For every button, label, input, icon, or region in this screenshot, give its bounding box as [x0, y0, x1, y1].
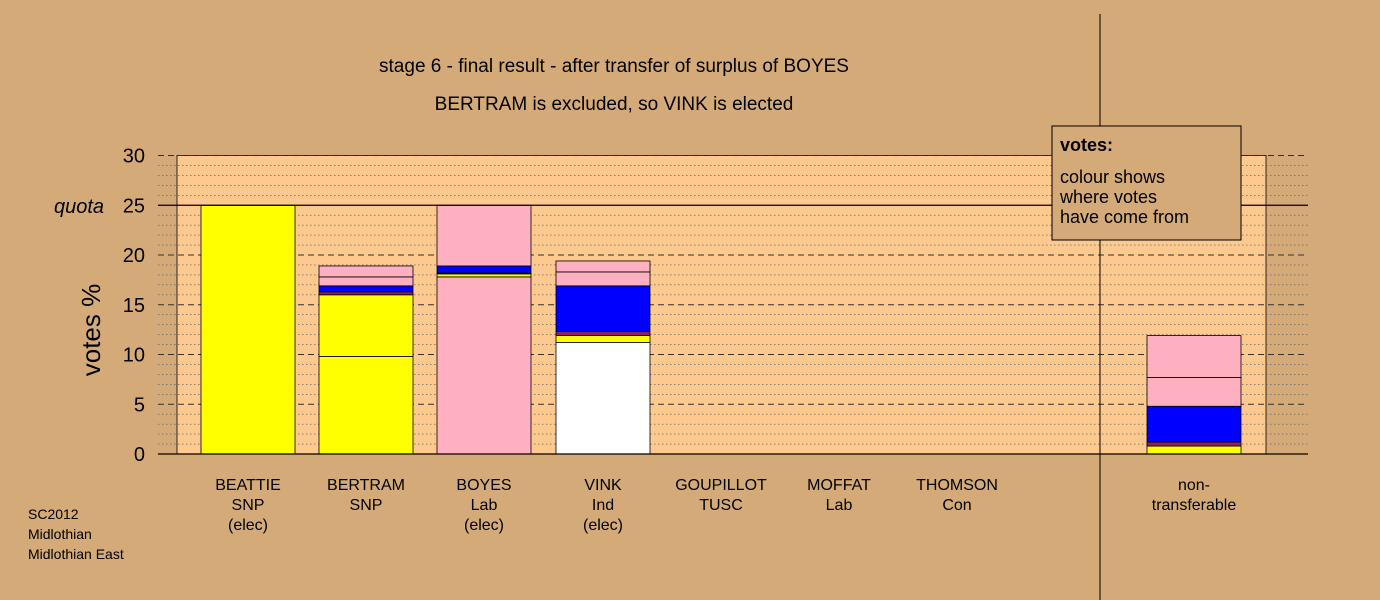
chart-title: stage 6 - final result - after transfer …	[379, 56, 849, 77]
bar-segment	[436, 273, 532, 278]
x-tick-label: (elec)	[228, 517, 268, 534]
x-axis-labels: BEATTIE SNP (elec) BERTRAM SNP BOYES Lab (elec)…	[215, 477, 1236, 534]
x-tick-label: non-	[1178, 477, 1210, 494]
bar-segment	[436, 276, 532, 455]
bar-segment	[555, 271, 651, 287]
bar-segment	[1146, 405, 1242, 443]
x-tick-label: Con	[942, 497, 971, 514]
y-tick-label: 0	[134, 444, 145, 466]
x-tick-label: BOYES	[456, 477, 511, 494]
bar-segment	[555, 331, 651, 336]
bar-segment	[318, 356, 414, 455]
y-tick-label: 30	[123, 146, 145, 168]
bar-segment	[1146, 335, 1242, 378]
x-tick-label: GOUPILLOT	[675, 477, 767, 494]
legend-line-3: have come from	[1060, 207, 1189, 227]
legend-background	[1051, 125, 1242, 241]
footer-line-2: Midlothian	[28, 526, 92, 542]
x-tick-label: (elec)	[464, 517, 504, 534]
legend-box: votes: colour shows where votes have com…	[1051, 125, 1242, 241]
x-tick-label: MOFFAT	[807, 477, 871, 494]
bar-segment	[436, 265, 532, 274]
footer-line-1: SC2012	[28, 506, 79, 522]
x-tick-label: BERTRAM	[327, 477, 405, 494]
bar-segment	[318, 276, 414, 287]
x-tick-label: SNP	[232, 497, 265, 514]
x-tick-label: THOMSON	[916, 477, 998, 494]
x-tick-label: BEATTIE	[215, 477, 281, 494]
x-tick-label: transferable	[1152, 497, 1237, 514]
legend-line-1: colour shows	[1060, 167, 1165, 187]
x-tick-label: Ind	[592, 497, 614, 514]
x-tick-label: Lab	[471, 497, 498, 514]
y-tick-label: 20	[123, 245, 145, 267]
bar-segment	[318, 291, 414, 296]
x-tick-label: Lab	[826, 497, 853, 514]
y-tick-label: 10	[123, 345, 145, 367]
bar-segment	[436, 204, 532, 267]
bar-segment	[318, 285, 414, 293]
bar-segment	[555, 260, 651, 273]
y-tick-label: 5	[134, 394, 145, 416]
bar-segment	[318, 294, 414, 357]
bar-segment	[200, 204, 296, 455]
legend-line-2: where votes	[1059, 187, 1157, 207]
chart-subtitle: BERTRAM is excluded, so VINK is elected	[435, 94, 794, 115]
bar-segment	[318, 265, 414, 278]
y-tick-label: 15	[123, 295, 145, 317]
y-axis-label: votes %	[76, 284, 106, 377]
legend-title: votes:	[1060, 135, 1113, 155]
x-tick-label: TUSC	[699, 497, 743, 514]
bars	[200, 204, 1242, 455]
bar-segment	[1146, 445, 1242, 455]
bar-segment	[555, 285, 651, 333]
bar-segment	[1146, 376, 1242, 407]
quota-label: quota	[54, 196, 104, 218]
y-tick-label: 25	[123, 195, 145, 217]
bar-segment	[1146, 441, 1242, 447]
x-tick-label: VINK	[584, 477, 622, 494]
x-tick-label: SNP	[350, 497, 383, 514]
bar-segment	[555, 342, 651, 455]
footer-line-3: Midlothian East	[28, 546, 124, 562]
x-tick-label: (elec)	[583, 517, 623, 534]
bar-segment	[555, 335, 651, 343]
